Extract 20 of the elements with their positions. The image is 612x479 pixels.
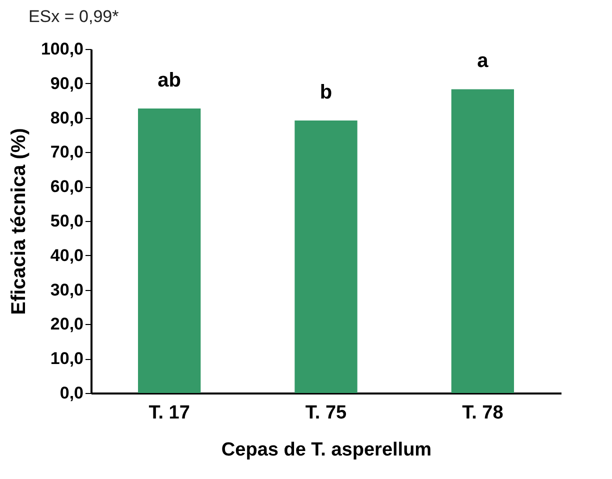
y-tick-label: 50,0 — [50, 212, 84, 230]
y-tick-label: 10,0 — [50, 349, 84, 368]
y-tick-label: 60,0 — [50, 177, 84, 196]
x-tick-label: T. 78 — [462, 402, 504, 424]
y-tick-label: 80,0 — [50, 108, 84, 128]
data-label: a — [477, 50, 490, 72]
y-tick-label: 70,0 — [50, 142, 84, 162]
x-tick-label: T. 75 — [305, 402, 348, 424]
x-axis-title: Cepas de T. asperellum — [221, 440, 432, 460]
y-tick-label: 20,0 — [50, 314, 84, 334]
text: ESx = 0,99* — [28, 7, 120, 26]
data-label: b — [320, 82, 332, 104]
y-tick-label: 90,0 — [50, 74, 84, 93]
y-tick-label: 30,0 — [50, 280, 84, 300]
y-axis-title: Eficacia técnica (%) — [8, 128, 30, 315]
x-tick-label: T. 17 — [148, 402, 190, 424]
y-tick-label: 0,0 — [60, 384, 84, 402]
y-tick-label: 100,0 — [40, 40, 84, 58]
y-tick-label: 40,0 — [50, 246, 84, 265]
data-label: ab — [158, 70, 182, 92]
